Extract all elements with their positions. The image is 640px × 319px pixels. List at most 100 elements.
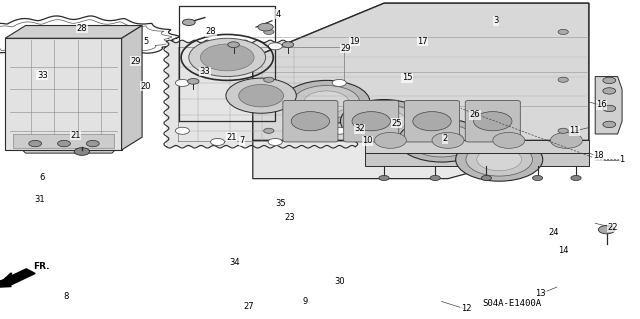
Circle shape <box>558 77 568 82</box>
Circle shape <box>264 77 274 82</box>
Text: 27: 27 <box>243 302 253 311</box>
Text: 21: 21 <box>70 131 81 140</box>
Circle shape <box>293 85 360 119</box>
Text: 15: 15 <box>402 73 412 82</box>
Text: 24: 24 <box>548 228 559 237</box>
Text: 14: 14 <box>558 246 568 255</box>
Circle shape <box>58 140 70 147</box>
Circle shape <box>258 23 273 31</box>
Polygon shape <box>5 38 122 150</box>
Circle shape <box>332 79 346 86</box>
Circle shape <box>30 131 53 143</box>
Circle shape <box>419 129 464 152</box>
Circle shape <box>175 127 189 134</box>
Circle shape <box>86 140 99 147</box>
Text: 19: 19 <box>349 37 360 46</box>
Circle shape <box>430 175 440 181</box>
Polygon shape <box>365 152 589 166</box>
Circle shape <box>91 131 114 143</box>
Circle shape <box>211 43 225 50</box>
Circle shape <box>603 121 616 128</box>
Circle shape <box>456 138 543 181</box>
Circle shape <box>603 77 616 84</box>
Text: 11: 11 <box>570 126 580 135</box>
Circle shape <box>283 80 370 124</box>
Circle shape <box>228 42 239 48</box>
Text: 18: 18 <box>593 151 604 160</box>
Circle shape <box>282 42 294 48</box>
Circle shape <box>379 175 389 181</box>
Circle shape <box>96 134 109 140</box>
Text: 20: 20 <box>141 82 151 91</box>
Polygon shape <box>13 134 114 148</box>
Circle shape <box>35 113 45 118</box>
Circle shape <box>188 78 199 84</box>
Circle shape <box>200 44 254 71</box>
Text: 28: 28 <box>77 24 87 33</box>
Polygon shape <box>595 77 622 134</box>
Text: 28: 28 <box>206 27 216 36</box>
Circle shape <box>268 138 282 145</box>
Text: 4: 4 <box>276 10 281 19</box>
Polygon shape <box>5 26 142 38</box>
Circle shape <box>35 134 48 140</box>
FancyBboxPatch shape <box>465 100 520 142</box>
Text: 21: 21 <box>227 133 237 142</box>
Text: FR.: FR. <box>33 262 50 271</box>
Text: 34: 34 <box>229 258 239 267</box>
Text: 32: 32 <box>355 124 365 133</box>
Text: 16: 16 <box>596 100 607 109</box>
FancyArrow shape <box>0 269 35 287</box>
Text: 33: 33 <box>37 71 47 80</box>
Circle shape <box>58 134 70 140</box>
Polygon shape <box>365 140 589 153</box>
Text: 6: 6 <box>39 173 44 182</box>
Circle shape <box>413 112 451 131</box>
Circle shape <box>432 132 464 148</box>
Polygon shape <box>166 41 355 147</box>
Circle shape <box>398 119 485 162</box>
Circle shape <box>239 85 284 107</box>
Text: 2: 2 <box>442 134 447 143</box>
Text: 31: 31 <box>35 195 45 204</box>
Circle shape <box>558 128 568 133</box>
Text: 10: 10 <box>362 137 372 145</box>
Text: 26: 26 <box>470 110 480 119</box>
Circle shape <box>80 134 93 140</box>
Circle shape <box>264 128 274 133</box>
Circle shape <box>352 112 390 131</box>
Text: 25: 25 <box>392 119 402 128</box>
Text: 30: 30 <box>334 277 344 286</box>
Text: 8: 8 <box>63 292 68 301</box>
Text: 22: 22 <box>608 223 618 232</box>
Circle shape <box>481 175 492 181</box>
Circle shape <box>182 19 195 26</box>
Circle shape <box>550 132 582 148</box>
Text: 35: 35 <box>275 199 285 208</box>
Circle shape <box>598 226 615 234</box>
Circle shape <box>264 29 274 34</box>
Circle shape <box>29 140 42 147</box>
Text: 13: 13 <box>536 289 546 298</box>
Circle shape <box>340 100 428 143</box>
Circle shape <box>603 105 616 112</box>
Circle shape <box>211 138 225 145</box>
Circle shape <box>603 88 616 94</box>
Circle shape <box>408 124 475 157</box>
Text: 7: 7 <box>239 137 244 145</box>
Text: 9: 9 <box>302 297 307 306</box>
Polygon shape <box>253 3 589 179</box>
Circle shape <box>75 131 98 143</box>
Text: 3: 3 <box>493 16 499 25</box>
Text: 23: 23 <box>284 213 294 222</box>
Text: 29: 29 <box>131 57 141 66</box>
Circle shape <box>466 143 532 176</box>
Circle shape <box>532 175 543 181</box>
Circle shape <box>304 91 349 113</box>
Polygon shape <box>122 26 142 150</box>
Circle shape <box>291 112 330 131</box>
Circle shape <box>362 110 406 132</box>
Circle shape <box>268 43 282 50</box>
Text: 5: 5 <box>143 37 148 46</box>
FancyBboxPatch shape <box>404 100 460 142</box>
